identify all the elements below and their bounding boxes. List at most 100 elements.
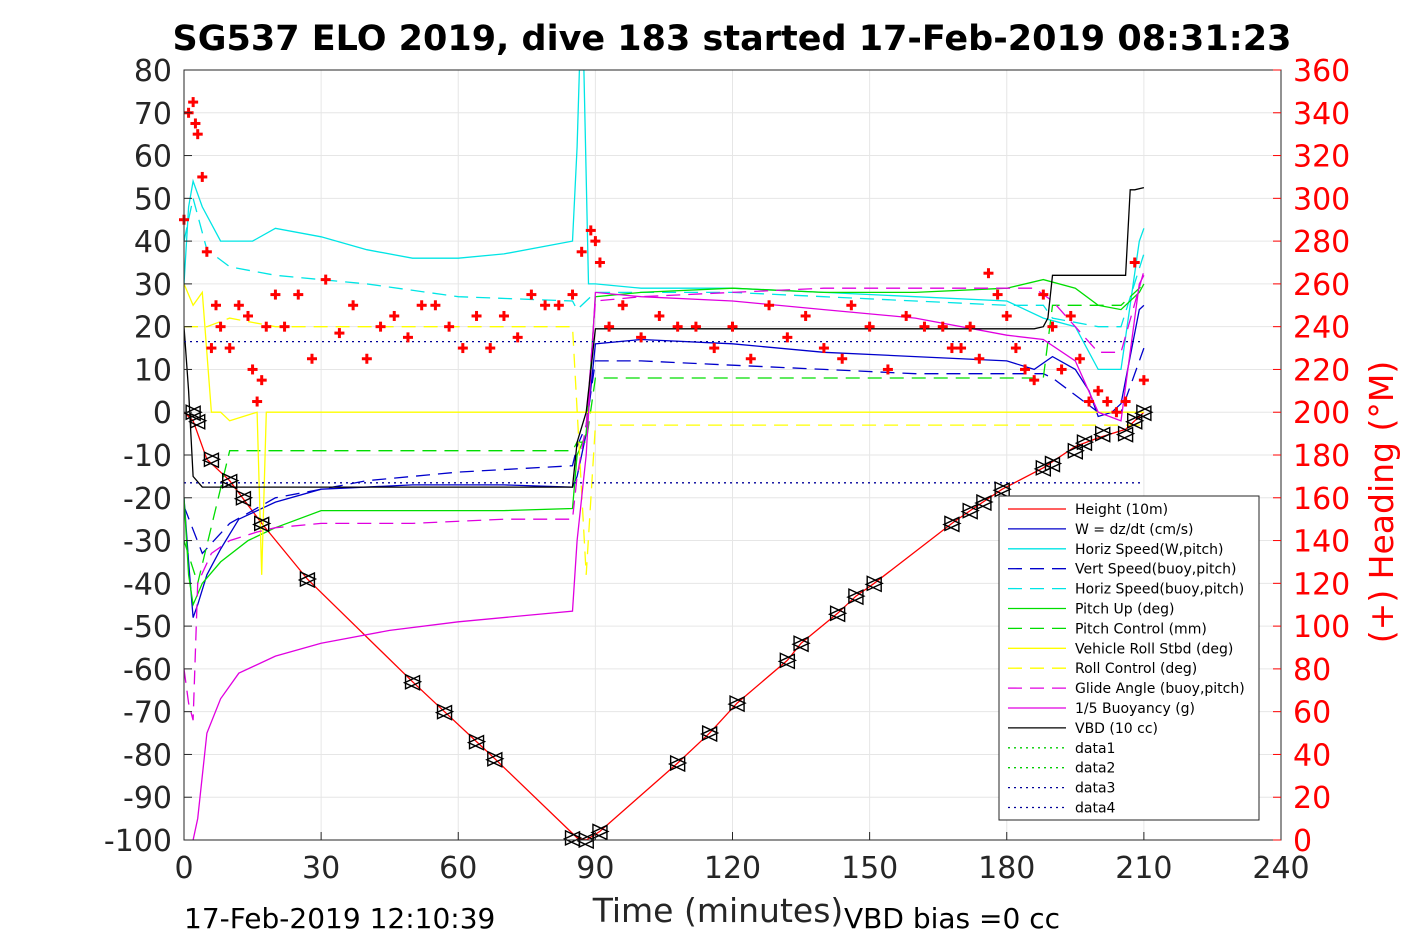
tack-marker [667, 754, 688, 773]
y-tick-label-left: -20 [123, 482, 172, 517]
heading-marker [270, 289, 281, 300]
tack-marker [1125, 412, 1145, 430]
heading-marker [334, 328, 345, 339]
footer-vbd-bias: VBD bias =0 cc [844, 902, 1060, 935]
y-tick-label-right: 200 [1293, 396, 1350, 431]
heading-marker [375, 321, 386, 332]
tack-markers [183, 404, 1154, 850]
series-line-roll-control-deg [184, 317, 1144, 575]
heading-marker [1038, 289, 1049, 300]
heading-marker [846, 300, 857, 311]
y-tick-label-left: -100 [104, 824, 172, 859]
heading-marker [654, 310, 665, 321]
tack-marker [699, 724, 720, 743]
heading-marker [242, 310, 253, 321]
tack-marker [1065, 442, 1085, 460]
legend-item: data4 [1008, 801, 1116, 817]
tack-marker [846, 588, 866, 606]
heading-marker [389, 310, 400, 321]
heading-marker [471, 310, 482, 321]
heading-marker [745, 353, 756, 364]
tack-marker [1093, 425, 1113, 443]
y-tick-label-right: 40 [1293, 738, 1331, 773]
y-tick-label-left: 50 [134, 182, 172, 217]
legend-items: Height (10m) W = dz/dt (cm/s) Horiz Speed(… [1008, 502, 1245, 817]
heading-marker [457, 343, 468, 354]
y-tick-label-right: 300 [1293, 182, 1350, 217]
heading-marker [526, 289, 537, 300]
heading-marker [764, 300, 775, 311]
series-line-height-10m [184, 411, 1145, 840]
y-tick-label-right: 100 [1293, 610, 1350, 645]
heading-marker [348, 300, 359, 311]
heading-marker [197, 171, 208, 182]
tack-marker [777, 652, 798, 670]
heading-marker [937, 321, 948, 332]
series-line-horiz-speed-buoy-pitch [184, 198, 1145, 328]
heading-marker [224, 343, 235, 354]
y-tick-label-right: 160 [1293, 482, 1350, 517]
series-line-vert-speed-buoy-pitch [184, 347, 1145, 555]
heading-marker [1065, 310, 1076, 321]
x-tick-label: 90 [576, 851, 614, 886]
heading-marker [402, 332, 413, 343]
x-tick-label: 210 [1115, 851, 1172, 886]
y-tick-label-right: 60 [1293, 696, 1331, 731]
tack-marker [1074, 434, 1095, 452]
tack-marker [297, 570, 318, 589]
heading-marker [430, 300, 441, 311]
legend-label: Height (10m) [1075, 502, 1168, 518]
heading-marker [1138, 375, 1149, 386]
heading-marker [617, 300, 628, 311]
axis-ticks: 0 30 60 90 120 150 180 210 24080706050403020100-… [104, 54, 1350, 886]
series-line-horiz-speed-w-pitch [184, 70, 1145, 371]
x-axis-label: Time (minutes) [592, 891, 844, 930]
heading-marker [672, 321, 683, 332]
legend-item: Glide Angle (buoy,pitch) [1008, 681, 1245, 697]
y-tick-label-right: 120 [1293, 567, 1350, 602]
x-tick-label: 30 [302, 851, 340, 886]
heading-marker [1111, 407, 1122, 418]
heading-marker [256, 375, 267, 386]
y-tick-label-right: 320 [1293, 140, 1350, 175]
y-tick-label-right: 360 [1293, 54, 1350, 89]
heading-marker [974, 353, 985, 364]
heading-marker [919, 321, 930, 332]
heading-marker [215, 321, 226, 332]
legend-label: data1 [1075, 741, 1115, 757]
legend-label: Horiz Speed(W,pitch) [1075, 542, 1223, 558]
heading-marker [1074, 353, 1085, 364]
legend-item: Vert Speed(buoy,pitch) [1008, 562, 1237, 578]
heading-marker [485, 343, 496, 354]
heading-marker [210, 300, 221, 311]
tack-marker [1115, 425, 1136, 443]
legend-item: Pitch Control (mm) [1008, 621, 1207, 637]
legend-label: Horiz Speed(buoy,pitch) [1075, 582, 1244, 598]
y-tick-label-right: 20 [1293, 781, 1331, 816]
legend-box [998, 495, 1260, 821]
heading-marker [782, 332, 793, 343]
series-line-pitch-control-mm [184, 283, 1145, 586]
legend-item: Height (10m) [1008, 502, 1168, 518]
heading-marker [1093, 385, 1104, 396]
heading-marker [818, 343, 829, 354]
heading-marker [512, 332, 523, 343]
heading-marker [567, 289, 578, 300]
tack-marker [402, 673, 423, 691]
x-tick-label: 60 [439, 851, 477, 886]
legend-item: Vehicle Roll Stbd (deg) [1008, 641, 1233, 657]
heading-marker [188, 97, 199, 108]
tack-marker [485, 750, 505, 768]
heading-marker [498, 310, 509, 321]
tack-marker [434, 703, 455, 721]
series-lines [184, 70, 1145, 840]
heading-marker [252, 396, 263, 407]
y-tick-label-left: -40 [123, 567, 172, 602]
legend-item: Horiz Speed(W,pitch) [1008, 542, 1223, 558]
heading-marker [233, 300, 244, 311]
heading-marker [727, 321, 738, 332]
heading-marker [1120, 396, 1131, 407]
series-line-vehicle-roll-stbd-deg [184, 283, 1144, 575]
tack-marker [827, 605, 848, 623]
y-tick-label-left: 0 [153, 396, 172, 431]
